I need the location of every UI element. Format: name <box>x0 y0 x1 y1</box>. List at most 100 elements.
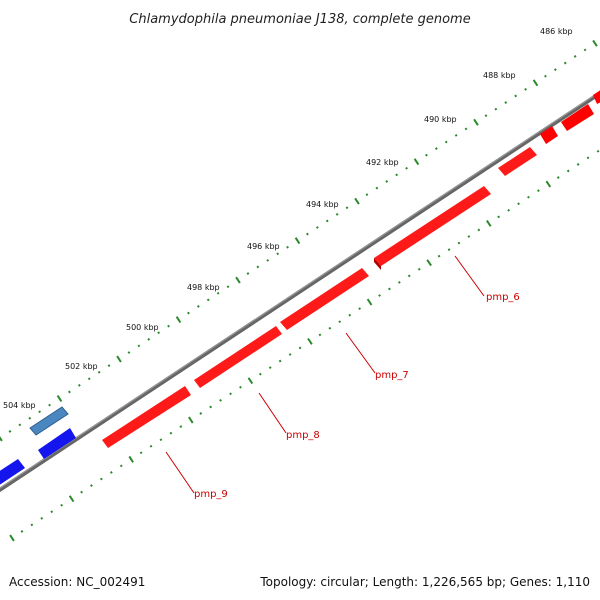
inner-tick-mark <box>566 169 570 173</box>
gene-label-pmp-7[interactable]: pmp_7 <box>375 370 409 381</box>
tick-label-504: 504 kbp <box>3 401 36 410</box>
outer-tick-mark <box>583 48 587 52</box>
inner-tick-mark <box>50 510 54 514</box>
outer-tick-mark <box>127 351 131 354</box>
outer-tick-mark <box>28 416 32 420</box>
inner-tick-mark <box>40 516 44 520</box>
gene-label-pmp-6[interactable]: pmp_6 <box>486 292 520 303</box>
outer-tick-mark <box>137 344 141 348</box>
gene-reverse-feature[interactable] <box>540 126 558 144</box>
gene-pmp-6[interactable] <box>374 186 491 266</box>
outer-tick-mark <box>246 272 250 275</box>
inner-tick-mark <box>397 281 401 284</box>
outer-tick-mark <box>18 423 22 427</box>
inner-tick-mark <box>467 235 471 238</box>
outer-tick-mark <box>484 114 488 118</box>
inner-tick-mark <box>338 320 342 324</box>
outer-tick-mark <box>354 197 360 205</box>
accession-text: Accession: NC_002491 <box>9 575 146 589</box>
inner-tick-mark <box>485 219 492 227</box>
inner-tick-mark <box>527 195 530 199</box>
outer-tick-mark <box>256 265 260 269</box>
inner-tick-mark <box>348 313 352 317</box>
genome-summary-text: Topology: circular; Length: 1,226,565 bp… <box>260 575 590 589</box>
outer-tick-mark <box>454 134 458 137</box>
gene-reverse-feature[interactable] <box>561 104 594 131</box>
inner-tick-mark <box>278 359 282 363</box>
inner-tick-mark <box>298 346 302 350</box>
outer-tick-mark <box>473 118 479 126</box>
gene-pmp-8[interactable] <box>194 326 282 388</box>
outer-tick-mark <box>38 410 42 414</box>
tick-labels: 486 kbp 488 kbp 490 kbp 492 kbp 494 kbp … <box>3 27 573 410</box>
inner-tick-mark <box>149 444 153 448</box>
outer-strand-genes <box>0 87 600 488</box>
gene-pmp-9[interactable] <box>102 386 191 448</box>
outer-tick-mark <box>532 79 539 87</box>
outer-tick-mark <box>187 311 190 315</box>
outer-tick-mark <box>385 180 389 183</box>
inner-tick-mark <box>507 208 511 212</box>
inner-tick-mark <box>247 377 254 385</box>
inner-tick-mark <box>268 366 272 369</box>
outer-tick-mark <box>395 173 399 177</box>
inner-tick-mark <box>545 180 552 188</box>
inner-tick-mark <box>328 326 332 330</box>
gene-reverse-feature[interactable] <box>498 147 537 176</box>
gene-forward-feature[interactable] <box>0 459 25 488</box>
inner-tick-mark <box>90 484 93 487</box>
outer-tick-mark <box>413 158 420 166</box>
outer-tick-mark <box>335 212 339 216</box>
inner-tick-mark <box>586 156 590 160</box>
outer-tick-mark <box>206 298 210 302</box>
gene-label-pmp-8[interactable]: pmp_8 <box>286 430 320 441</box>
outer-tick-mark <box>592 39 598 47</box>
outer-tick-mark <box>97 370 101 374</box>
gene-forward-feature[interactable] <box>38 428 76 459</box>
gene-label-pmp-9[interactable]: pmp_9 <box>194 489 228 500</box>
gene-label-leaders <box>165 255 485 494</box>
inner-tick-mark <box>169 431 173 435</box>
inner-tick-mark <box>288 353 292 356</box>
outer-tick-mark <box>226 285 230 289</box>
inner-tick-mark <box>60 503 64 507</box>
outer-tick-mark <box>87 377 91 381</box>
tick-label-498: 498 kbp <box>187 283 220 292</box>
inner-tick-mark <box>457 241 461 245</box>
gene-reverse-feature[interactable] <box>593 87 600 104</box>
inner-tick-mark <box>139 451 143 455</box>
outer-tick-mark <box>524 87 527 91</box>
outer-tick-mark <box>504 101 508 104</box>
outer-tick-mark <box>494 107 498 111</box>
outer-tick-mark <box>266 259 270 262</box>
inner-tick-mark <box>358 307 362 310</box>
inner-tick-mark <box>318 333 322 337</box>
gene-labels: pmp_6 pmp_7 pmp_8 pmp_9 <box>194 292 520 500</box>
outer-tick-mark <box>573 55 577 58</box>
inner-tick-mark <box>556 176 560 179</box>
outer-tick-mark <box>116 355 122 363</box>
gene-pmp-7[interactable] <box>280 268 369 330</box>
outer-tick-mark <box>375 186 379 190</box>
inner-tick-mark <box>199 412 203 415</box>
outer-tick-mark <box>434 147 438 150</box>
inner-tick-mark <box>99 477 103 481</box>
outer-tick-mark <box>48 403 51 407</box>
tick-label-496: 496 kbp <box>247 242 280 251</box>
gene-forward-feature[interactable] <box>29 406 69 436</box>
inner-tick-mark <box>219 398 222 402</box>
outer-tick-mark <box>276 252 280 256</box>
inner-tick-mark <box>159 438 163 442</box>
outer-tick-mark <box>315 226 319 229</box>
outer-tick-mark <box>325 219 329 223</box>
outer-tick-mark <box>544 74 547 78</box>
inner-tick-mark <box>119 464 123 468</box>
inner-tick-mark <box>447 248 451 252</box>
outer-tick-mark <box>68 390 71 394</box>
inner-tick-mark <box>80 490 83 494</box>
inner-tick-mark <box>426 259 432 267</box>
tick-label-488: 488 kbp <box>483 71 516 80</box>
genome-backbone <box>0 90 600 493</box>
outer-tick-mark <box>345 206 349 210</box>
outer-tick-mark <box>157 331 161 335</box>
